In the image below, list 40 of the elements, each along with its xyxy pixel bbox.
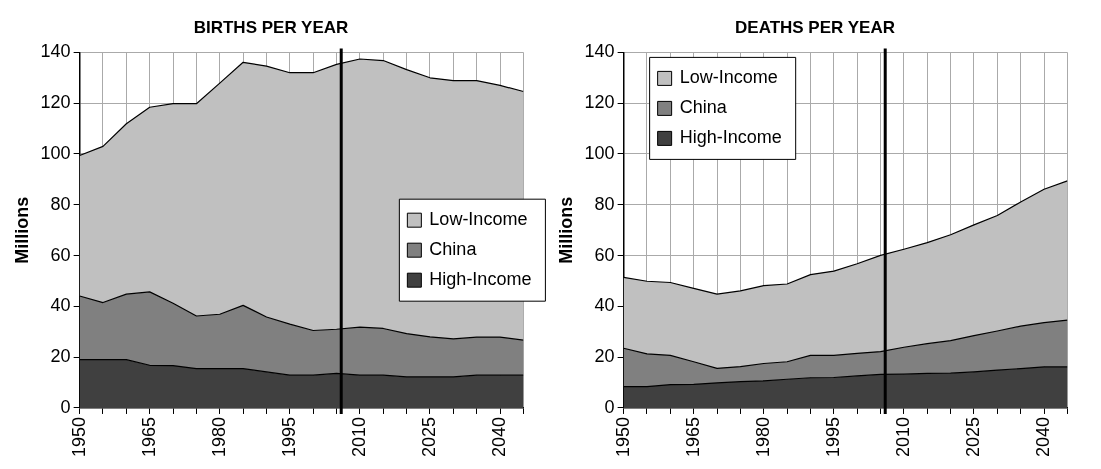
chart-title: DEATHS PER YEAR xyxy=(735,17,895,37)
y-tick-label: 80 xyxy=(594,193,615,214)
legend-label: High-Income xyxy=(679,127,782,148)
y-tick-label: 0 xyxy=(60,396,71,417)
y-tick-label: 120 xyxy=(584,92,615,113)
legend-label: China xyxy=(679,97,728,118)
y-tick-label: 40 xyxy=(50,295,71,316)
y-tick-label: 80 xyxy=(50,193,71,214)
x-tick-label: 2040 xyxy=(1033,416,1054,457)
y-tick-label: 40 xyxy=(594,295,615,316)
legend-label: High-Income xyxy=(429,269,532,290)
x-tick-label: 1995 xyxy=(822,416,843,457)
y-tick-label: 120 xyxy=(40,92,71,113)
x-tick-label: 1980 xyxy=(208,416,229,457)
x-tick-label: 2010 xyxy=(348,416,369,457)
y-tick-label: 20 xyxy=(50,346,71,367)
x-tick-label: 2025 xyxy=(418,416,439,457)
legend-label: China xyxy=(429,239,478,260)
chart-title: BIRTHS PER YEAR xyxy=(193,17,349,37)
y-tick-label: 20 xyxy=(594,346,615,367)
x-tick-label: 1965 xyxy=(682,416,703,457)
y-tick-label: 0 xyxy=(604,396,615,417)
y-tick-label: 60 xyxy=(594,244,615,265)
y-tick-label: 60 xyxy=(50,244,71,265)
y-tick-label: 100 xyxy=(40,142,71,163)
legend-label: Low-Income xyxy=(679,67,778,88)
x-tick-label: 1950 xyxy=(612,416,633,457)
y-tick-label: 140 xyxy=(40,41,71,62)
x-tick-label: 2040 xyxy=(489,416,510,457)
legend-label: Low-Income xyxy=(429,209,528,230)
y-axis-title: Millions xyxy=(555,196,576,264)
y-axis-title: Millions xyxy=(11,196,32,264)
x-tick-label: 2010 xyxy=(892,416,913,457)
x-tick-label: 1965 xyxy=(138,416,159,457)
x-tick-label: 1950 xyxy=(68,416,89,457)
x-tick-label: 1995 xyxy=(278,416,299,457)
x-tick-label: 1980 xyxy=(752,416,773,457)
y-tick-label: 140 xyxy=(584,41,615,62)
x-tick-label: 2025 xyxy=(962,416,983,457)
y-tick-label: 100 xyxy=(584,142,615,163)
